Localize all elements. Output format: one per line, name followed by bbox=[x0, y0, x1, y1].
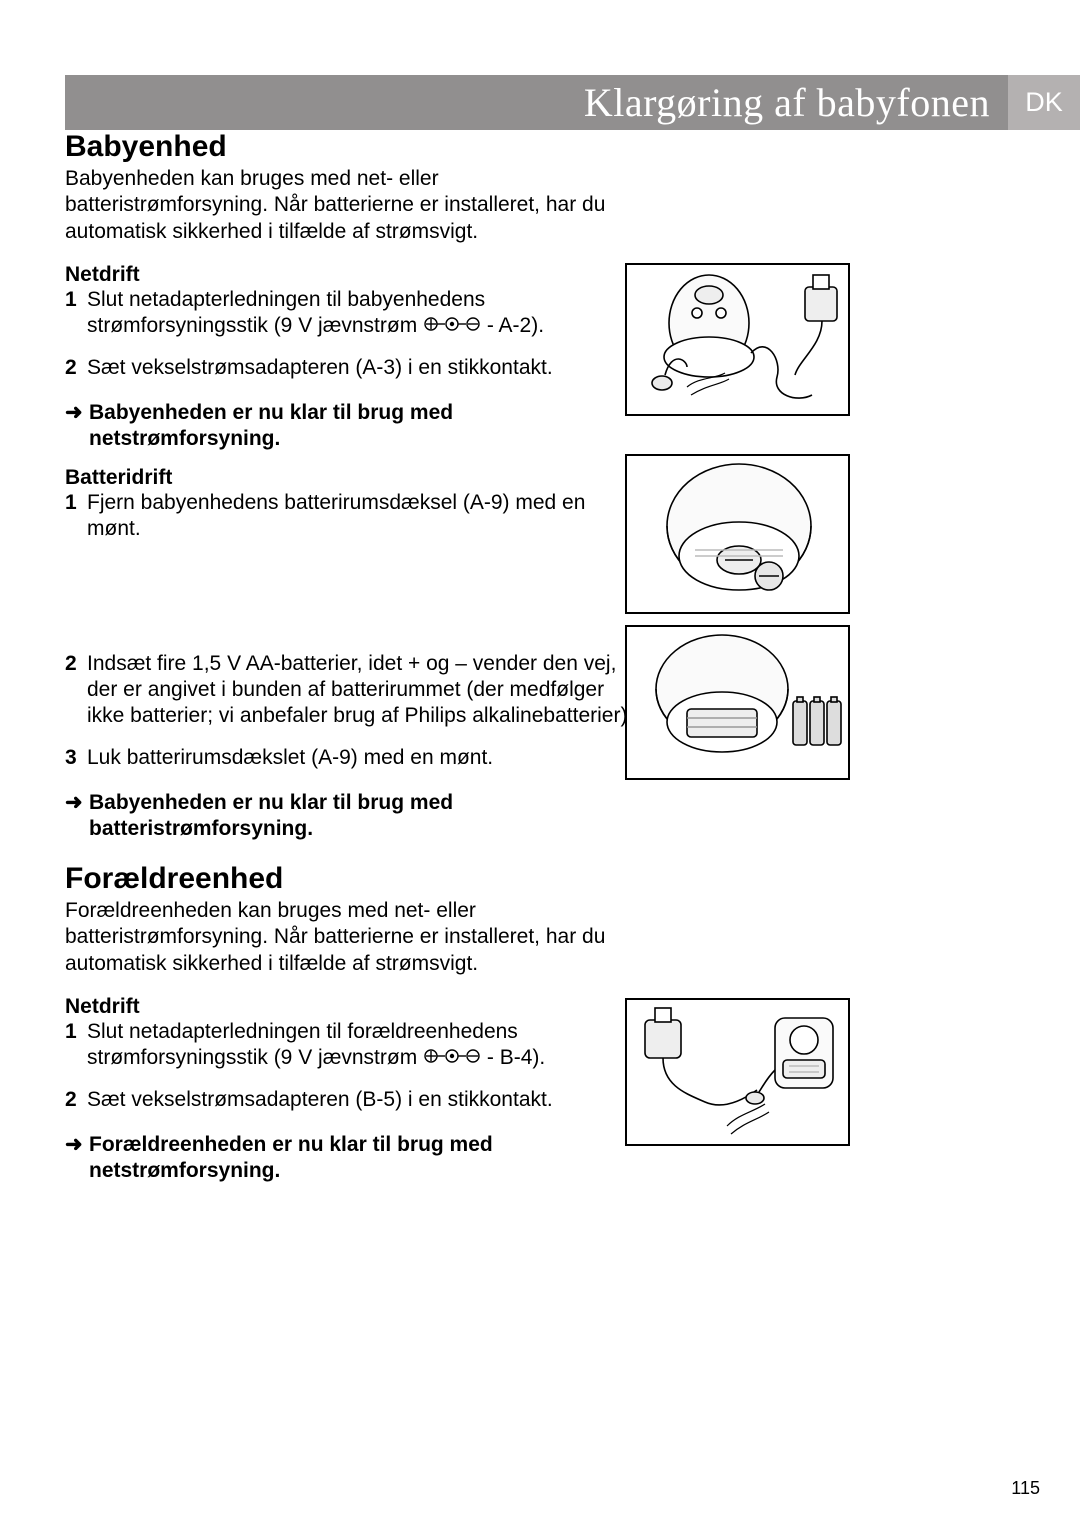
page-title: Klargøring af babyfonen bbox=[584, 79, 990, 126]
subheading-batteridrift: Batteridrift bbox=[65, 466, 635, 490]
step-body: Slut netadapterledningen til babyenheden… bbox=[87, 287, 635, 340]
step-number: 2 bbox=[65, 651, 87, 730]
section-heading-foraeldreenhed: Forældreenhed bbox=[65, 862, 635, 896]
step-number: 1 bbox=[65, 1019, 87, 1072]
result-text: Babyenheden er nu klar til brug med batt… bbox=[89, 790, 635, 843]
result-text: Babyenheden er nu klar til brug med nets… bbox=[89, 400, 635, 453]
step-2-1: 1 Slut netadapterledningen til forældree… bbox=[65, 1019, 635, 1072]
subheading-netdrift-2: Netdrift bbox=[65, 995, 635, 1019]
step-body: Indsæt fire 1,5 V AA-batterier, idet + o… bbox=[87, 651, 635, 730]
figure-1-netdrift-baby bbox=[625, 263, 850, 416]
step-number: 1 bbox=[65, 490, 87, 543]
arrow-icon: ➜ bbox=[65, 790, 89, 843]
header-bar: Klargøring af babyfonen DK bbox=[65, 75, 1080, 130]
step-b-1: 1 Fjern babyenhedens batterirumsdæksel (… bbox=[65, 490, 635, 543]
step-b-3: 3 Luk batterirumsdækslet (A-9) med en mø… bbox=[65, 745, 635, 771]
step-number: 1 bbox=[65, 287, 87, 340]
result-2: ➜ Babyenheden er nu klar til brug med ba… bbox=[65, 790, 635, 843]
step-number: 2 bbox=[65, 1087, 87, 1113]
subheading-netdrift-1: Netdrift bbox=[65, 263, 635, 287]
polarity-icon bbox=[423, 316, 481, 332]
step-1-2: 2 Sæt vekselstrømsadapteren (A-3) i en s… bbox=[65, 355, 635, 381]
step-1-1: 1 Slut netadapterledningen til babyenhed… bbox=[65, 287, 635, 340]
step-body: Sæt vekselstrømsadapteren (B-5) i en sti… bbox=[87, 1087, 635, 1113]
step-body: Luk batterirumsdækslet (A-9) med en mønt… bbox=[87, 745, 635, 771]
step-body: Slut netadapterledningen til forældreenh… bbox=[87, 1019, 635, 1072]
language-label: DK bbox=[1025, 87, 1063, 118]
step-2-2: 2 Sæt vekselstrømsadapteren (B-5) i en s… bbox=[65, 1087, 635, 1113]
header-grey-section: Klargøring af babyfonen bbox=[65, 75, 1008, 130]
step-text-b: - B-4). bbox=[481, 1046, 545, 1069]
result-1: ➜ Babyenheden er nu klar til brug med ne… bbox=[65, 400, 635, 453]
step-number: 2 bbox=[65, 355, 87, 381]
intro-paragraph-1: Babyenheden kan bruges med net- eller ba… bbox=[65, 166, 635, 245]
figure-3-insert-batteries bbox=[625, 625, 850, 780]
page-number: 115 bbox=[1011, 1478, 1040, 1499]
step-text-b: - A-2). bbox=[481, 314, 544, 337]
step-body: Sæt vekselstrømsadapteren (A-3) i en sti… bbox=[87, 355, 635, 381]
figure-4-netdrift-parent bbox=[625, 998, 850, 1146]
content-column: Babyenhed Babyenheden kan bruges med net… bbox=[65, 128, 635, 1184]
intro-paragraph-2: Forældreenheden kan bruges med net- elle… bbox=[65, 898, 635, 977]
step-number: 3 bbox=[65, 745, 87, 771]
section-heading-babyenhed: Babyenhed bbox=[65, 130, 635, 164]
result-3: ➜ Forældreenheden er nu klar til brug me… bbox=[65, 1132, 635, 1185]
result-text: Forældreenheden er nu klar til brug med … bbox=[89, 1132, 635, 1185]
polarity-icon bbox=[423, 1048, 481, 1064]
language-tab: DK bbox=[1008, 75, 1080, 130]
arrow-icon: ➜ bbox=[65, 1132, 89, 1185]
arrow-icon: ➜ bbox=[65, 400, 89, 453]
figure-2-battery-cover bbox=[625, 454, 850, 614]
step-body: Fjern babyenhedens batterirumsdæksel (A-… bbox=[87, 490, 635, 543]
step-b-2: 2 Indsæt fire 1,5 V AA-batterier, idet +… bbox=[65, 651, 635, 730]
